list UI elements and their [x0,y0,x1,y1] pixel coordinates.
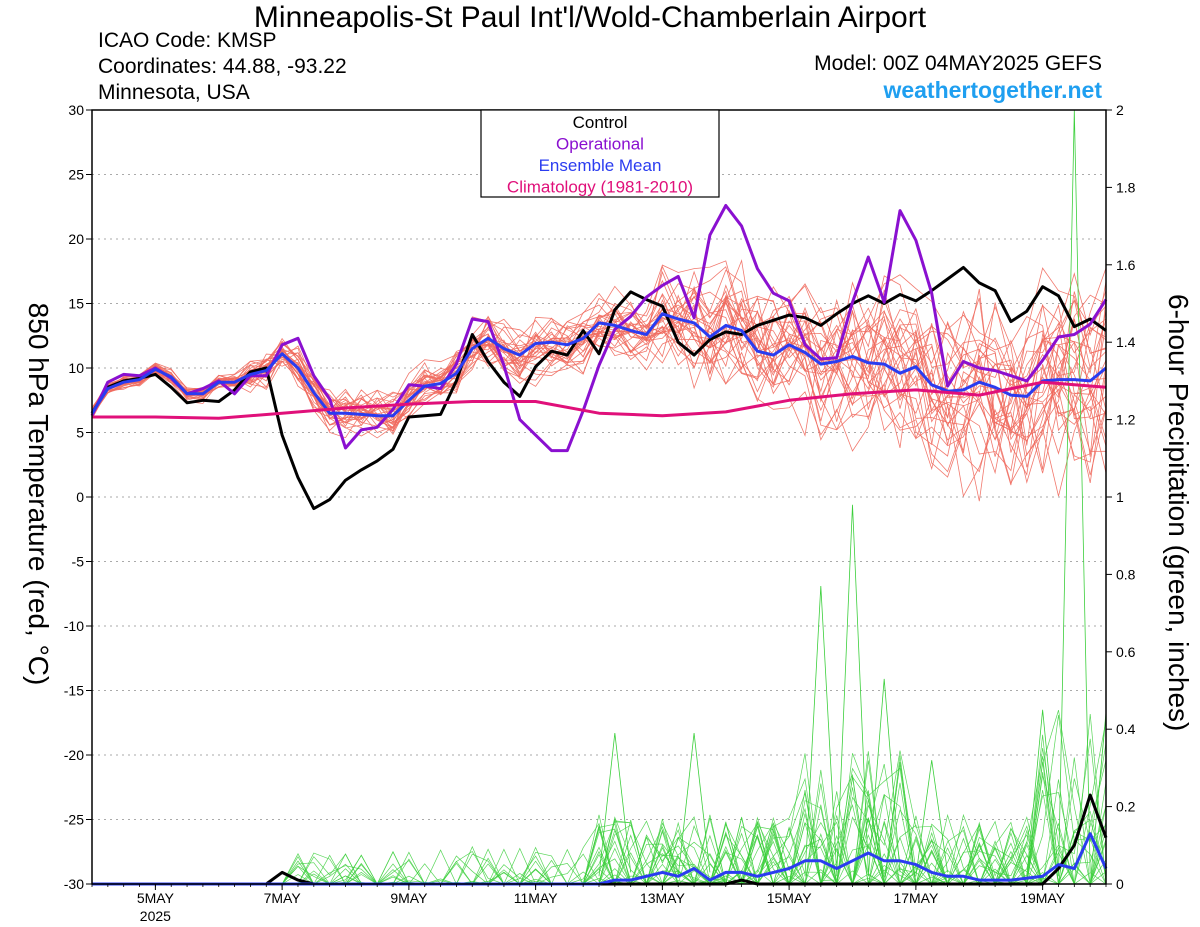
precip-member-line [915,760,948,877]
y-tick-label-left: 30 [68,102,84,118]
y-tick-label-left: -15 [64,683,84,699]
legend-entry: Operational [556,135,644,154]
legend-box [480,109,720,198]
y-tick-label-right: 1.8 [1116,179,1136,195]
precip-member-line [92,714,1107,886]
precip-member-line [92,720,1107,886]
coordinates: Coordinates: 44.88, -93.22 [98,55,347,78]
y-tick-label-right: 0.8 [1116,566,1136,582]
y-tick-label-right: 1 [1116,489,1124,505]
x-tick-label: 11MAY [514,890,558,906]
legend-entry: Ensemble Mean [539,156,662,175]
y-tick-label-left: -25 [64,812,84,828]
ensemble-mean-right-series-line [92,832,1108,886]
temp-member-line [91,283,1107,457]
precip-member-line [867,678,901,877]
precip-member-line [92,794,1107,886]
precip-member-line [836,504,869,877]
legend-entry: Control [573,113,628,132]
y-tick-label-right: 0.2 [1116,799,1136,815]
y-tick-label-left: 20 [68,231,84,247]
y-tick-label-right: 1.6 [1116,257,1136,273]
temp-member-line [91,290,1107,421]
y-tick-label-left: 10 [68,360,84,376]
x-tick-label: 7MAY [264,890,302,906]
y-tick-label-left: 25 [68,167,84,183]
y-tick-label-left: -30 [64,876,84,892]
precip-member-line [598,733,632,877]
temp-member-line [91,260,1107,497]
x-tick-label: 19MAY [1020,890,1066,906]
precip-member-line [92,792,1107,886]
precip-member-line [1026,709,1059,877]
chart-title: Minneapolis-St Paul Int'l/Wold-Chamberla… [253,1,927,34]
y-tick-label-right: 0 [1116,876,1124,892]
temp-member-line [91,290,1107,498]
precip-member-line [92,714,1107,886]
precip-member-line [92,756,1106,886]
operational-left-series-line [90,204,1108,453]
legend-entry: Climatology (1981-2010) [507,178,693,197]
x-tick-sublabel: 2025 [140,908,171,924]
ensemble-mean-left-series-line [90,312,1107,418]
x-tick-label: 9MAY [390,890,428,906]
temp-member-line [91,289,1107,441]
precip-member-line [1058,109,1091,877]
x-tick-label: 13MAY [640,890,686,906]
x-tick-label: 17MAY [893,890,939,906]
y-tick-label-right: 0.6 [1116,644,1136,660]
y-tick-label-right: 2 [1116,102,1124,118]
y-tick-label-left: -20 [64,747,84,763]
icao-code: ICAO Code: KMSP [98,29,277,52]
precip-member-line [677,733,711,877]
precip-member-line [92,713,1107,886]
temp-member-line [91,279,1107,484]
y-tick-label-right: 1.4 [1116,334,1136,350]
precip-member-line [92,791,1107,886]
y-tick-label-left: 15 [68,296,84,312]
brand-link[interactable]: weathertogether.net [883,77,1102,103]
control-left-series-line [90,265,1107,511]
precip-member-line [804,585,838,877]
model-run: Model: 00Z 04MAY2025 GEFS [814,52,1102,75]
region: Minnesota, USA [98,81,250,104]
climatology-1981-2010-left-series-line [92,380,1107,420]
y-tick-label-right: 0.4 [1116,721,1136,737]
y-tick-label-left: -10 [64,618,84,634]
y-tick-label-left: 0 [76,489,84,505]
x-tick-label: 15MAY [767,890,813,906]
control-right-series-line [92,793,1108,886]
x-tick-label: 5MAY [137,890,175,906]
y-tick-label-left: 5 [76,425,84,441]
precip-member-line [92,711,1107,886]
y-tick-label-right: 1.2 [1116,412,1136,428]
plot-frame [91,109,1107,885]
y-tick-label-left: -5 [72,554,85,570]
